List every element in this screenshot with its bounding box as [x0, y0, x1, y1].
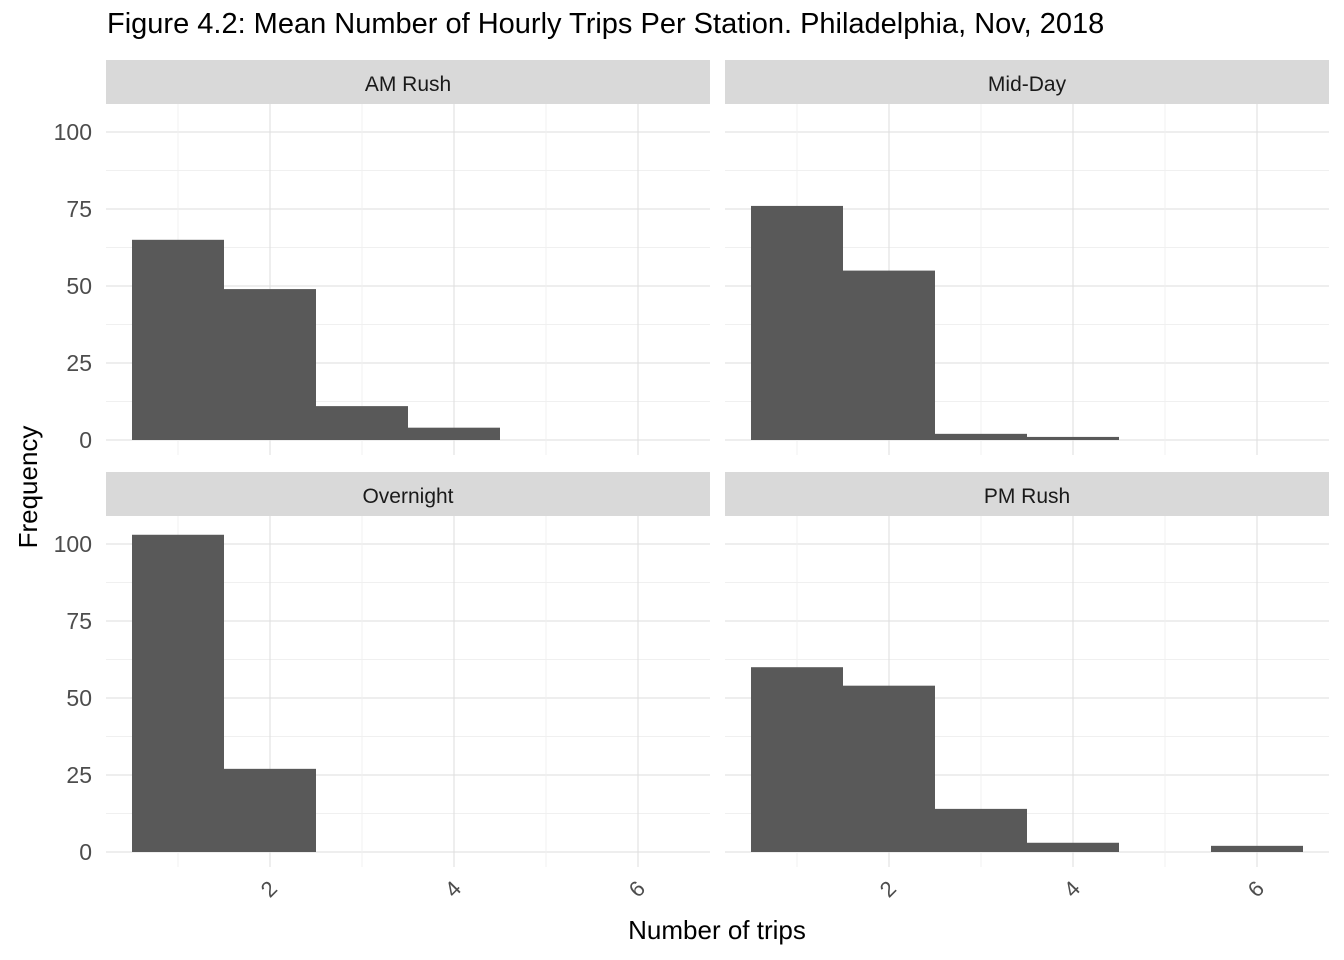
y-tick-label: 50 — [66, 685, 92, 711]
histogram-bar — [316, 406, 408, 440]
y-tick-label: 0 — [79, 427, 92, 453]
panel-strip — [106, 60, 710, 104]
panel-strip-label: PM Rush — [984, 485, 1070, 508]
y-tick-label: 75 — [66, 196, 92, 222]
y-tick-label: 25 — [66, 762, 92, 788]
panel-strip — [725, 60, 1329, 104]
histogram-bar — [132, 239, 224, 440]
panel-overnight: Overnight 0 25 50 75 100 2 4 6 — [54, 472, 710, 902]
y-tick-label: 100 — [54, 531, 92, 557]
x-tick-label: 2 — [256, 876, 282, 902]
x-tick-label: 6 — [1243, 876, 1269, 902]
histogram-bar — [224, 289, 316, 440]
x-tick-label: 4 — [440, 876, 466, 902]
histogram-bar — [224, 768, 316, 852]
x-axis-label: Number of trips — [628, 915, 806, 945]
histogram-bar — [935, 433, 1027, 440]
histogram-bar — [935, 808, 1027, 852]
y-axis-label: Frequency — [13, 426, 43, 549]
y-tick-label: 50 — [66, 273, 92, 299]
panel-strip — [725, 472, 1329, 516]
histogram-bar — [1027, 436, 1119, 440]
histogram-bar — [751, 667, 843, 852]
x-tick-label: 6 — [624, 876, 650, 902]
panel-pm-rush: PM Rush 2 4 6 — [725, 472, 1329, 902]
panel-strip-label: AM Rush — [365, 73, 451, 96]
panel-am-rush: AM Rush 0 25 50 75 100 — [54, 60, 710, 455]
panel-strip-label: Overnight — [362, 485, 453, 508]
panel-strip — [106, 472, 710, 516]
y-tick-label: 75 — [66, 608, 92, 634]
y-tick-label: 25 — [66, 350, 92, 376]
histogram-bar — [1211, 845, 1303, 852]
histogram-bar — [843, 685, 935, 852]
y-tick-label: 0 — [79, 839, 92, 865]
panels-layer: AM Rush 0 25 50 75 100 Mid-Day Overnight 0 25 50 75… — [54, 60, 1329, 902]
x-tick-label: 2 — [875, 876, 901, 902]
histogram-bar — [132, 534, 224, 852]
panel-strip-label: Mid-Day — [988, 73, 1067, 96]
histogram-bar — [408, 427, 500, 440]
panel-mid-day: Mid-Day — [725, 60, 1329, 455]
histogram-bar — [751, 205, 843, 440]
histogram-bar — [1027, 842, 1119, 852]
histogram-bar — [843, 270, 935, 440]
y-tick-label: 100 — [54, 119, 92, 145]
chart-title: Figure 4.2: Mean Number of Hourly Trips … — [107, 8, 1105, 40]
x-tick-label: 4 — [1059, 876, 1085, 902]
